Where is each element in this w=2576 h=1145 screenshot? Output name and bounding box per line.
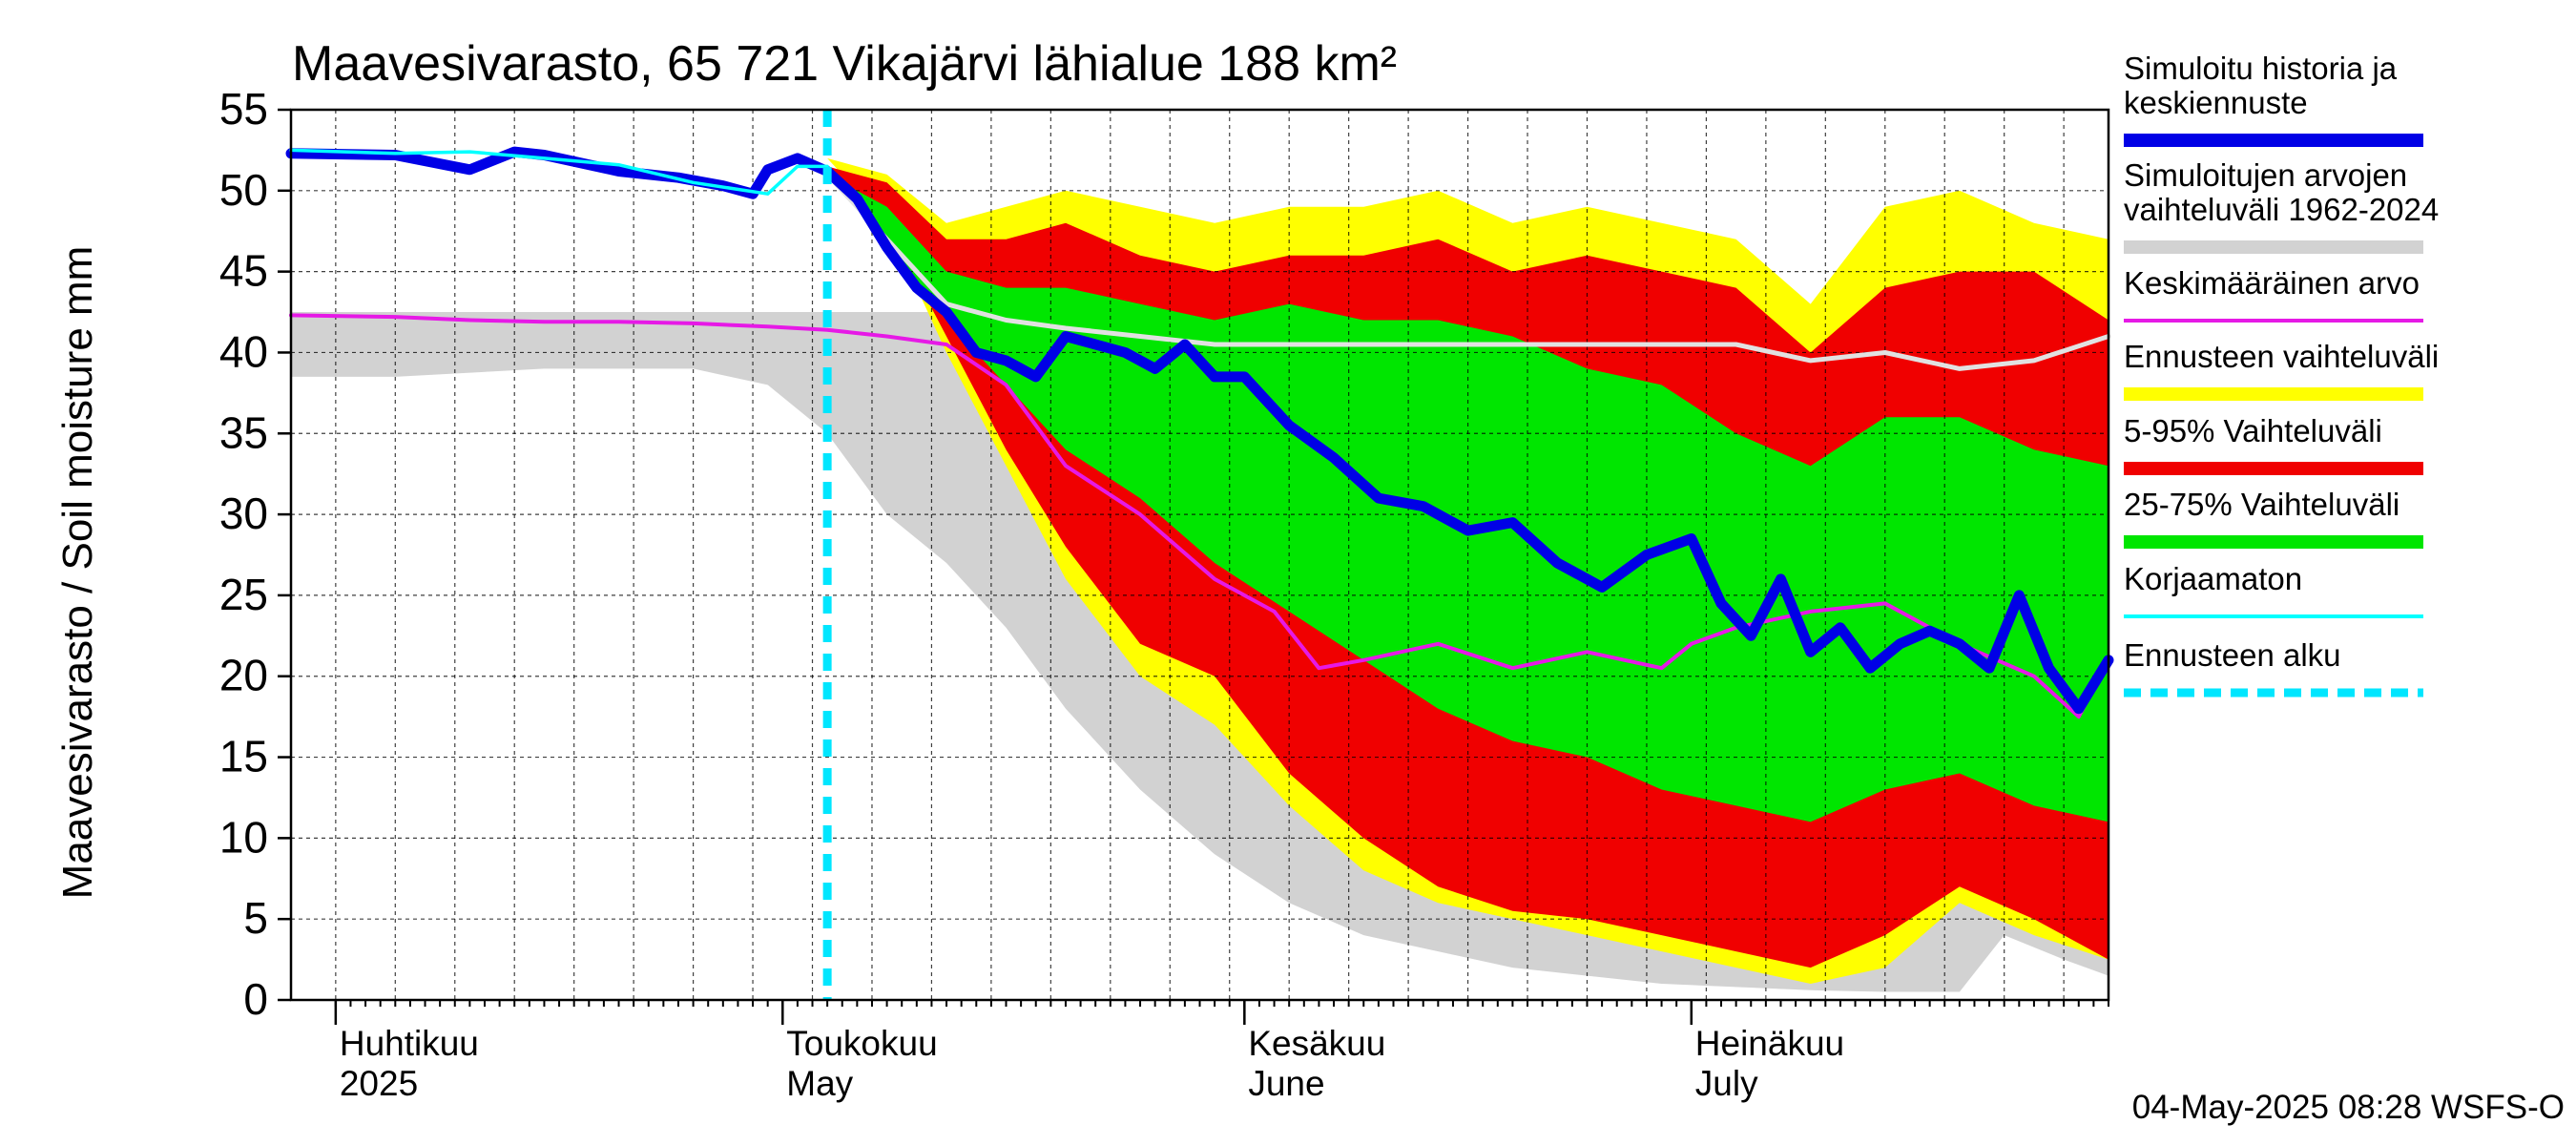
y-tick-label: 50 [219, 165, 268, 215]
y-tick-label: 5 [243, 893, 268, 943]
axes: 0510152025303540455055Huhtikuu2025Toukok… [219, 84, 2110, 1103]
uncorrected-line [289, 148, 829, 196]
y-tick-label: 0 [243, 974, 268, 1024]
grid-lines [291, 109, 2109, 1001]
y-tick-label: 35 [219, 407, 268, 457]
y-tick-label: 55 [219, 84, 268, 134]
legend-label: 5-95% Vaihteluväli [2124, 413, 2382, 448]
median-line [824, 172, 2111, 371]
y-tick-label: 10 [219, 812, 268, 862]
x-tick-label: May [786, 1064, 853, 1103]
legend-label: Ennusteen alku [2124, 637, 2341, 673]
x-tick-label: June [1248, 1064, 1324, 1103]
series-lines [285, 110, 2114, 1000]
y-tick-label: 45 [219, 246, 268, 296]
legend-label: Korjaamaton [2124, 561, 2302, 596]
y-tick-label: 25 [219, 570, 268, 619]
x-tick-label: Kesäkuu [1248, 1024, 1385, 1063]
x-tick-label: Toukokuu [786, 1024, 937, 1063]
y-tick-label: 20 [219, 651, 268, 700]
x-tick-label: 2025 [340, 1064, 418, 1103]
legend-label: 25-75% Vaihteluväli [2124, 487, 2399, 522]
timestamp-footer: 04-May-2025 08:28 WSFS-O [2132, 1089, 2565, 1126]
y-tick-label: 30 [219, 489, 268, 538]
legend-label: Keskimääräinen arvo [2124, 265, 2420, 301]
legend-label: Simuloitujen arvojen [2124, 157, 2407, 193]
simulated-line [285, 146, 2114, 715]
mean-line [289, 313, 2110, 719]
x-tick-label: July [1695, 1064, 1758, 1103]
x-tick-label: Heinäkuu [1695, 1024, 1844, 1063]
y-tick-label: 40 [219, 326, 268, 376]
legend-label: vaihteluväli 1962-2024 [2124, 192, 2439, 227]
legend-label: Simuloitu historia ja [2124, 51, 2398, 86]
y-tick-label: 15 [219, 732, 268, 781]
y-axis-label: Maavesivarasto / Soil moisture mm [54, 246, 101, 900]
x-tick-label: Huhtikuu [340, 1024, 479, 1063]
chart-title: Maavesivarasto, 65 721 Vikajärvi lähialu… [292, 36, 1397, 92]
legend-label: keskiennuste [2124, 85, 2308, 120]
legend-label: Ennusteen vaihteluväli [2124, 339, 2439, 374]
